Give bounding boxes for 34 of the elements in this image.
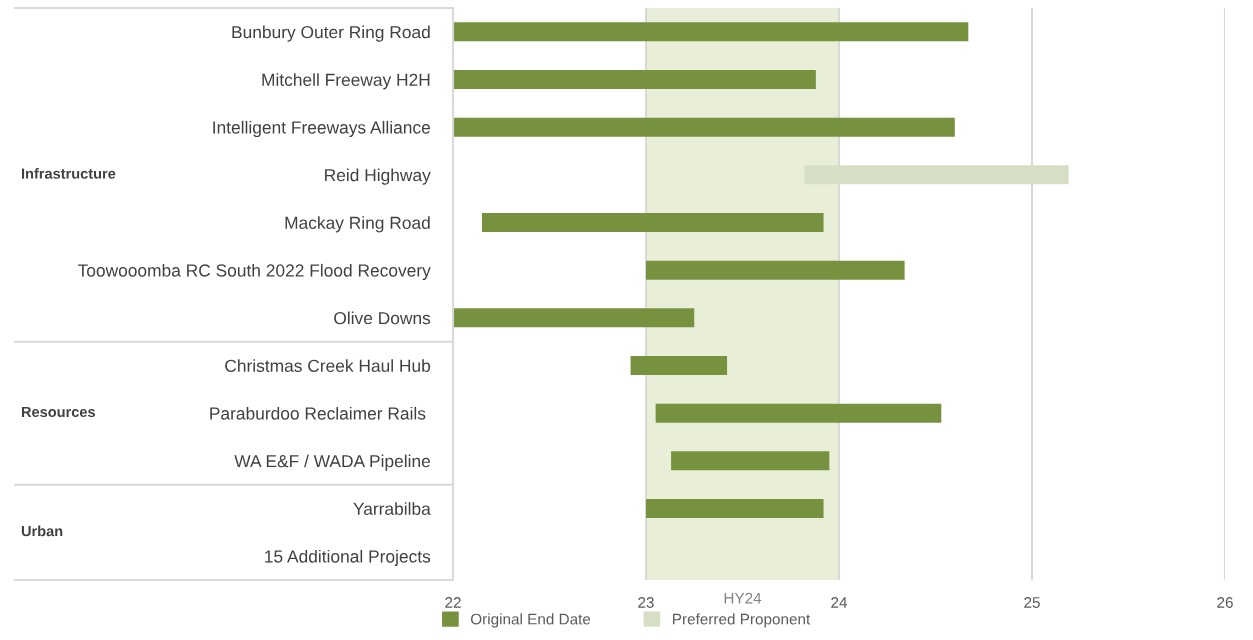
bar: [646, 260, 905, 280]
bar: [453, 22, 969, 42]
x-tick-label: 26: [1217, 597, 1233, 608]
band-label: HY24: [724, 592, 762, 604]
legend-label: Preferred Proponent: [673, 613, 811, 628]
y-tick-label: Bunbury Outer Ring Road: [232, 25, 430, 42]
bar: [453, 69, 816, 90]
y-tick-label: Intelligent Freeways Alliance: [213, 120, 431, 138]
bar: [453, 308, 695, 328]
y-tick-label: Mitchell Freeway H2H: [262, 73, 430, 90]
y-tick-label: Toowooomba RC South 2022 Flood Recovery: [77, 263, 431, 281]
text: Urban: [21, 525, 63, 537]
x-tick-label: 22: [445, 597, 461, 608]
bar: [630, 355, 728, 376]
bar: [453, 117, 955, 137]
y-tick-label: Christmas Creek Haul Hub: [225, 359, 431, 372]
bar: [655, 403, 942, 423]
bar: [671, 451, 830, 471]
bar: [481, 212, 824, 233]
bar: [646, 498, 824, 519]
y-tick-label: WA E&F / WADA Pipeline: [234, 454, 431, 471]
x-tick-label: 24: [831, 597, 848, 608]
y-tick-label: Reid Highway: [325, 168, 431, 185]
y-tick-label: Yarrabilba: [353, 502, 431, 515]
x-tick-label: 23: [638, 597, 654, 608]
y-tick-label: Olive Downs: [334, 311, 431, 325]
y-tick-label: 15 Additional Projects: [265, 549, 431, 567]
legend-label: Original End Date: [470, 613, 591, 628]
y-tick-label: Mackay Ring Road: [285, 216, 430, 233]
x-tick-label: 25: [1024, 597, 1040, 608]
text: Resources: [21, 406, 95, 418]
text: Infrastructure: [21, 168, 116, 179]
y-tick-label: Paraburdoo Reclaimer Rails: [210, 406, 426, 420]
bar: [804, 165, 1069, 185]
